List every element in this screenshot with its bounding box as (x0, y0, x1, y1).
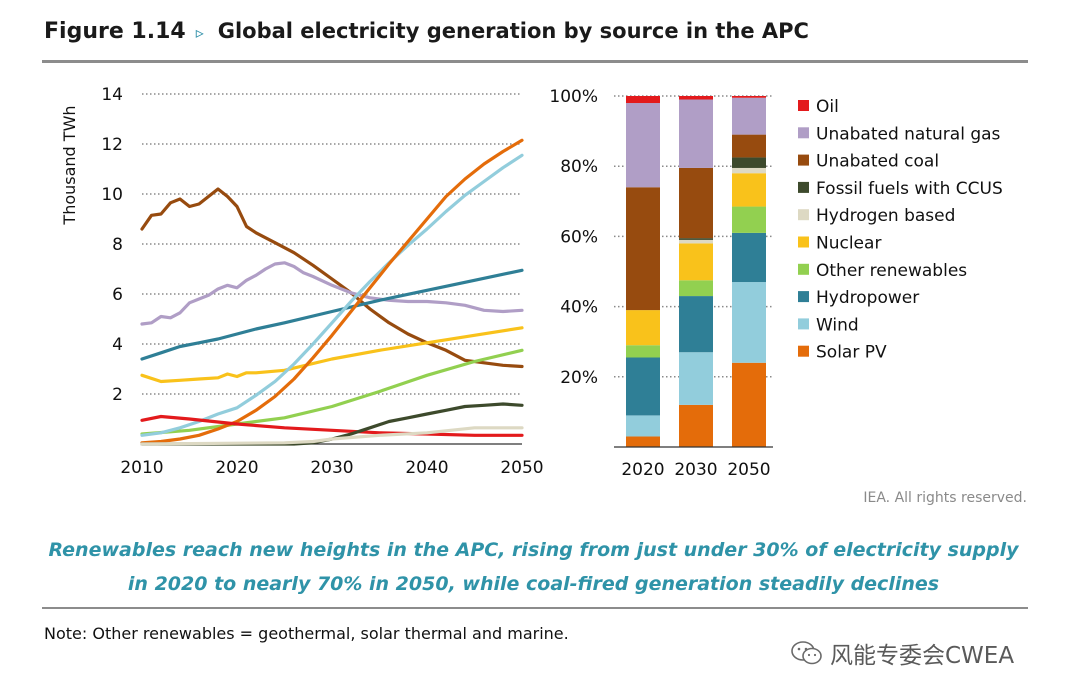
caption-line-2: in 2020 to nearly 70% in 2050, while coa… (127, 573, 940, 595)
credit-text: IEA. All rights reserved. (863, 490, 1027, 506)
bar-2020-unabated-natural-gas (626, 103, 660, 188)
line-nuclear (140, 326, 524, 384)
legend-swatch-unabated-natural-gas (798, 127, 809, 139)
watermark-text: 风能专委会CWEA (830, 643, 1015, 669)
bar-x-tick-label: 2050 (727, 460, 770, 480)
y-tick-label: 8 (112, 235, 123, 255)
y-tick-label: 4 (112, 335, 123, 355)
bar-x-tick-label: 2030 (674, 460, 717, 480)
chart-title: Global electricity generation by source … (217, 19, 809, 43)
line-hydrogen-based (140, 426, 524, 446)
legend-swatch-other-renewables (798, 263, 809, 275)
bar-2050-fossil-fuels-with-ccus (732, 157, 766, 168)
x-tick-label: 2030 (310, 458, 353, 478)
top-divider (42, 60, 1028, 63)
watermark: 风能专委会CWEA (790, 636, 1014, 670)
chart-canvas: 2 4 6 8 10 12 14 2010 2020 2030 2040 2050 Thousand T… (60, 85, 1003, 480)
figure-label: Figure 1.14 (44, 19, 186, 44)
bar-2030-fossil-fuels-with-ccus (679, 238, 713, 240)
legend-swatch-fossil-fuels-with-ccus (798, 181, 809, 193)
bar-2030-hydrogen-based (679, 239, 713, 244)
y-axis-label: Thousand TWh (60, 105, 79, 225)
legend-label-solar-pv: Solar PV (816, 343, 887, 363)
line-solar-pv (140, 138, 524, 445)
note-text: Note: Other renewables = geothermal, sol… (44, 624, 569, 643)
bar-y-tick-label: 20% (560, 368, 598, 388)
legend-label-fossil-fuels-with-ccus: Fossil fuels with CCUS (816, 179, 1003, 199)
bar-2020-other-renewables (626, 345, 660, 358)
legend-label-hydrogen-based: Hydrogen based (816, 206, 955, 226)
bar-2050-solar-pv (732, 362, 766, 447)
legend-swatch-unabated-coal (798, 154, 809, 166)
line-other-renewables (140, 348, 524, 436)
legend-swatch-oil (798, 100, 809, 111)
bar-2050-hydropower (732, 232, 766, 283)
bar-2030-hydropower (679, 296, 713, 353)
caption-line-1: Renewables reach new heights in the APC,… (48, 539, 1019, 561)
legend-label-wind: Wind (816, 315, 859, 335)
x-tick-label: 2020 (215, 458, 258, 478)
bar-2050-unabated-coal (732, 134, 766, 158)
line-unabated-natural-gas (140, 261, 524, 326)
legend-label-nuclear: Nuclear (816, 234, 881, 254)
bar-2020-solar-pv (626, 436, 660, 447)
legend-swatch-hydrogen-based (798, 209, 809, 221)
line-hydropower (140, 268, 524, 361)
x-tick-label: 2010 (120, 458, 163, 478)
y-tick-label: 2 (112, 385, 123, 405)
bar-2050-oil (732, 96, 766, 98)
legend-swatch-solar-pv (798, 345, 809, 357)
bar-y-tick-label: 100% (549, 87, 598, 107)
bottom-divider (42, 607, 1028, 609)
legend-swatch-nuclear (798, 236, 809, 248)
line-wind (140, 153, 524, 437)
y-tick-label: 14 (101, 85, 123, 105)
bar-2030-unabated-natural-gas (679, 99, 713, 168)
wechat-icon (791, 641, 822, 665)
bar-y-tick-label: 40% (560, 298, 598, 318)
x-tick-label: 2050 (500, 458, 543, 478)
bar-2020-hydropower (626, 357, 660, 416)
legend-label-oil: Oil (816, 97, 839, 117)
legend-swatch-hydropower (798, 291, 809, 303)
bar-2030-other-renewables (679, 280, 713, 297)
bar-2030-nuclear (679, 243, 713, 281)
bar-2020-nuclear (626, 310, 660, 346)
bar-2030-solar-pv (679, 404, 713, 447)
line-oil (140, 414, 524, 437)
x-tick-label: 2040 (405, 458, 448, 478)
play-arrow-icon: ▹ (195, 23, 204, 42)
y-tick-label: 6 (112, 285, 123, 305)
bar-2050-unabated-natural-gas (732, 97, 766, 135)
bar-2030-wind (679, 352, 713, 405)
y-tick-label: 12 (101, 135, 123, 155)
bar-2020-unabated-coal (626, 187, 660, 311)
bar-2020-oil (626, 96, 660, 104)
bar-2030-oil (679, 96, 713, 100)
legend-label-unabated-natural-gas: Unabated natural gas (816, 124, 1001, 144)
bar-2050-nuclear (732, 173, 766, 207)
legend-swatch-wind (798, 318, 809, 330)
line-unabated-coal (140, 187, 524, 369)
bar-x-tick-label: 2020 (621, 460, 664, 480)
caption: Renewables reach new heights in the APC,… (0, 533, 1067, 601)
bar-2050-hydrogen-based (732, 167, 766, 174)
legend-label-hydropower: Hydropower (816, 288, 919, 308)
figure-title: Figure 1.14 ▹ Global electricity generatio… (44, 17, 809, 47)
bar-2030-unabated-coal (679, 167, 713, 239)
legend-label-unabated-coal: Unabated coal (816, 152, 939, 172)
bar-2050-wind (732, 282, 766, 363)
bar-y-tick-label: 80% (560, 157, 598, 177)
bar-2020-wind (626, 415, 660, 437)
bar-2050-other-renewables (732, 206, 766, 233)
y-tick-label: 10 (101, 185, 123, 205)
bar-y-tick-label: 60% (560, 227, 598, 247)
legend-label-other-renewables: Other renewables (816, 261, 967, 281)
